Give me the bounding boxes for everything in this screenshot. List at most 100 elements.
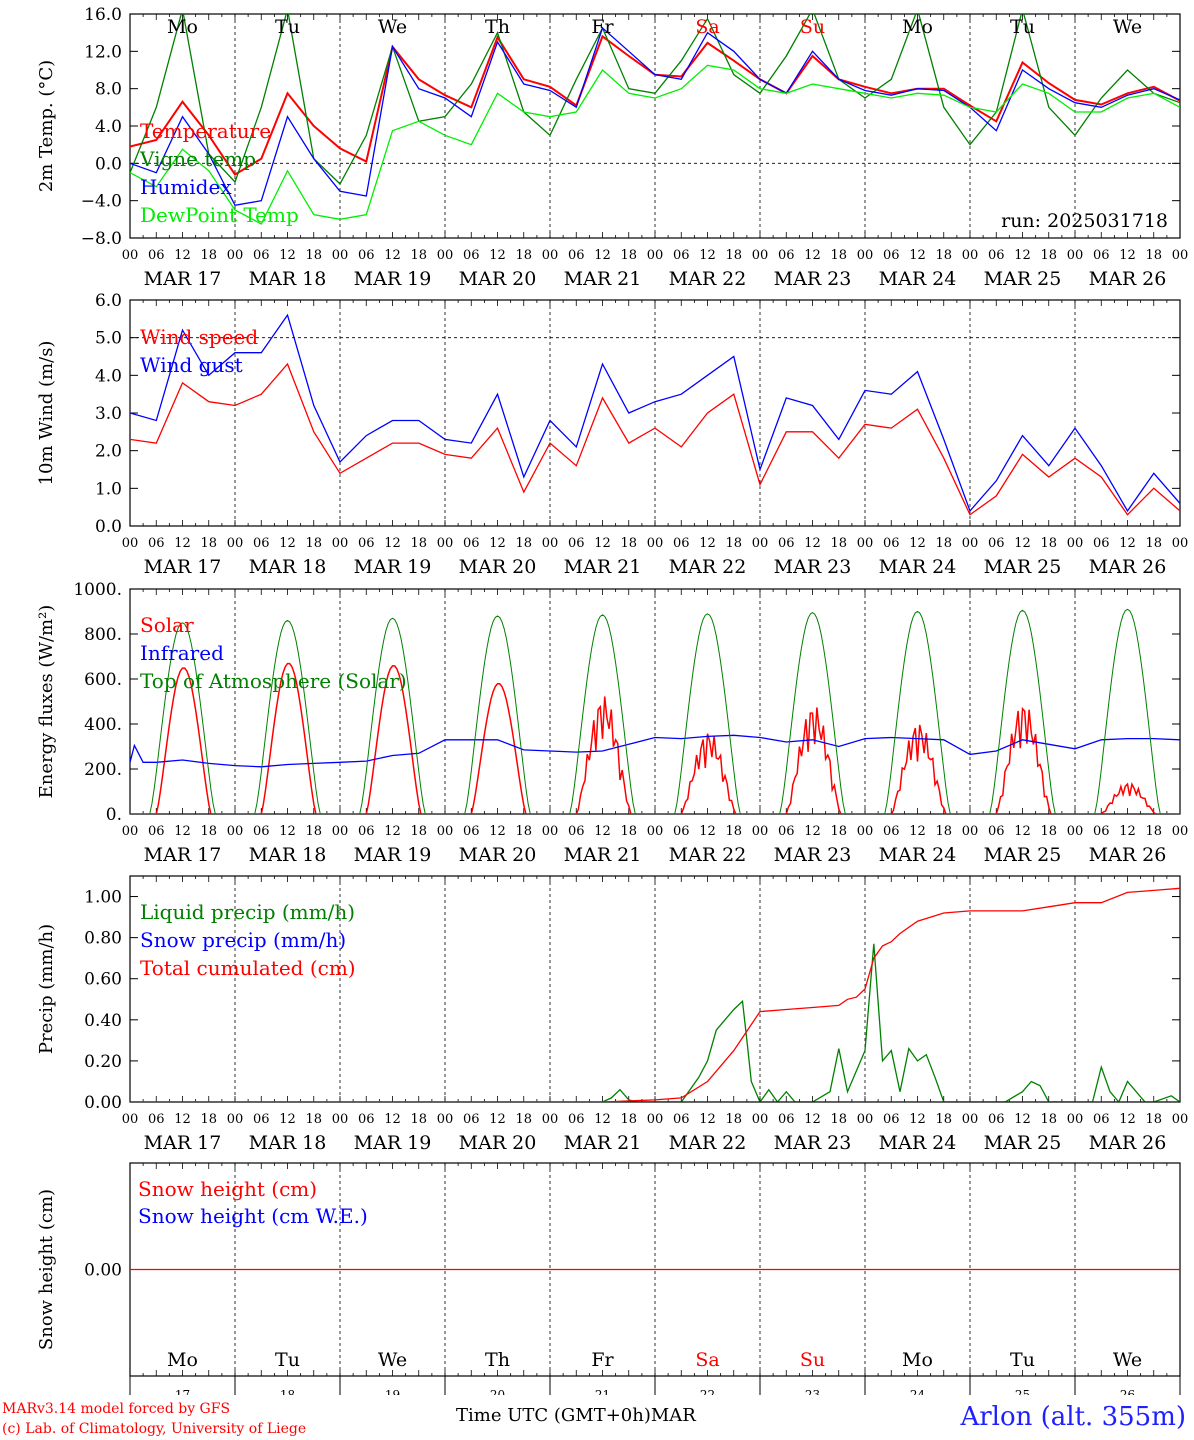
day-number-label: 20: [490, 1388, 505, 1395]
legend-snow-height-cm-: Snow height (cm): [138, 1177, 317, 1201]
y-axis-label: 10m Wind (m/s): [36, 341, 57, 486]
y-tick-label: 1.00: [84, 888, 122, 908]
series-line-wind-gust: [130, 313, 1180, 513]
series-line-solar: [865, 724, 970, 814]
hour-tick-label: 06: [148, 536, 165, 551]
hour-tick-label: 12: [699, 1112, 716, 1127]
date-label: MAR 20: [459, 844, 537, 866]
y-tick-label: 0.80: [84, 929, 122, 949]
hour-tick-label: 06: [253, 248, 270, 263]
hour-tick-label: 18: [515, 824, 532, 839]
weekday-label-top: Mo: [167, 16, 198, 38]
hour-tick-label: 18: [1145, 248, 1162, 263]
hour-tick-label: 06: [778, 248, 795, 263]
hour-tick-label: 00: [962, 248, 979, 263]
hour-tick-label: 12: [279, 536, 296, 551]
date-label: MAR 19: [354, 844, 432, 866]
hour-tick-label: 00: [122, 1112, 139, 1127]
y-axis-label: Energy fluxes (W/m²): [36, 605, 57, 799]
hour-tick-label: 00: [1067, 536, 1084, 551]
hour-tick-label: 06: [883, 1112, 900, 1127]
series-line-total-cumulated-cm-: [130, 887, 1180, 1102]
date-label: MAR 22: [669, 1132, 747, 1154]
day-number-label: 18: [280, 1388, 295, 1395]
hour-tick-label: 12: [699, 248, 716, 263]
day-number-label: 17: [175, 1388, 190, 1395]
hour-tick-label: 00: [437, 824, 454, 839]
weekday-label-bottom: Th: [485, 1349, 510, 1371]
weekday-label-top: Mo: [902, 16, 933, 38]
y-tick-label: 0.0: [95, 154, 122, 174]
y-tick-label: 600.: [84, 670, 122, 690]
weekday-label-bottom: Mo: [167, 1349, 198, 1371]
hour-tick-label: 12: [174, 536, 191, 551]
hour-tick-label: 18: [830, 1112, 847, 1127]
hour-tick-label: 00: [122, 248, 139, 263]
date-label: MAR 20: [459, 556, 537, 578]
hour-tick-label: 00: [1067, 248, 1084, 263]
y-tick-label: 3.0: [95, 404, 122, 424]
hour-tick-label: 00: [752, 536, 769, 551]
hour-tick-label: 18: [620, 824, 637, 839]
hour-tick-label: 12: [489, 1112, 506, 1127]
model-credit: MARv3.14 model forced by GFS: [2, 1401, 231, 1417]
weekday-label-bottom: We: [1113, 1349, 1142, 1371]
y-tick-label: 16.0: [84, 5, 122, 25]
hour-tick-label: 12: [804, 536, 821, 551]
hour-tick-label: 00: [437, 1112, 454, 1127]
hour-tick-label: 00: [857, 1112, 874, 1127]
date-label: MAR 22: [669, 556, 747, 578]
hour-tick-label: 06: [463, 1112, 480, 1127]
hour-tick-label: 06: [568, 824, 585, 839]
hour-tick-label: 12: [1119, 248, 1136, 263]
hour-tick-label: 12: [384, 536, 401, 551]
date-label: MAR 19: [354, 1132, 432, 1154]
series-line-solar: [130, 667, 235, 814]
hour-tick-label: 12: [384, 824, 401, 839]
hour-tick-label: 00: [1067, 824, 1084, 839]
date-label: MAR 21: [564, 268, 642, 290]
time-utc-label: Time UTC (GMT+0h): [456, 1405, 651, 1426]
hour-tick-label: 06: [253, 824, 270, 839]
hour-tick-label: 12: [384, 1112, 401, 1127]
hour-tick-label: 18: [410, 536, 427, 551]
hour-tick-label: 06: [778, 1112, 795, 1127]
hour-tick-label: 06: [673, 824, 690, 839]
hour-tick-label: 06: [358, 824, 375, 839]
y-tick-label: 4.0: [95, 366, 122, 386]
hour-tick-label: 00: [752, 1112, 769, 1127]
hour-tick-label: 18: [305, 824, 322, 839]
hour-tick-label: 18: [305, 536, 322, 551]
hour-tick-label: 18: [620, 536, 637, 551]
hour-tick-label: 18: [725, 536, 742, 551]
hour-tick-label: 06: [358, 536, 375, 551]
hour-tick-label: 18: [725, 1112, 742, 1127]
hour-tick-label: 18: [725, 248, 742, 263]
y-tick-label: 8.0: [95, 80, 122, 100]
hour-tick-label: 12: [489, 824, 506, 839]
station-label: Arlon (alt. 355m): [960, 1402, 1186, 1432]
hour-tick-label: 00: [542, 248, 559, 263]
y-tick-label: 1000.: [73, 580, 122, 600]
y-tick-label: −4.0: [81, 192, 122, 212]
hour-tick-label: 06: [988, 824, 1005, 839]
hour-tick-label: 12: [699, 824, 716, 839]
hour-tick-label: 00: [542, 824, 559, 839]
y-tick-label: 0.60: [84, 970, 122, 990]
weekday-label-bottom: Sa: [695, 1349, 719, 1371]
series-line-top-of-atmosphere-solar-: [550, 614, 655, 814]
y-tick-label: 0.20: [84, 1052, 122, 1072]
hour-tick-label: 06: [988, 536, 1005, 551]
hour-tick-label: 12: [279, 824, 296, 839]
date-label: MAR 17: [144, 844, 222, 866]
series-line-solar: [760, 707, 865, 814]
y-tick-label: 0.0: [95, 517, 122, 537]
series-line-top-of-atmosphere-solar-: [1075, 608, 1180, 814]
date-label: MAR 17: [144, 556, 222, 578]
hour-tick-label: 12: [1014, 536, 1031, 551]
hour-tick-label: 12: [594, 536, 611, 551]
day-number-label: 19: [385, 1388, 400, 1395]
hour-tick-label: 00: [1172, 1112, 1189, 1127]
series-line-solar: [445, 683, 550, 814]
